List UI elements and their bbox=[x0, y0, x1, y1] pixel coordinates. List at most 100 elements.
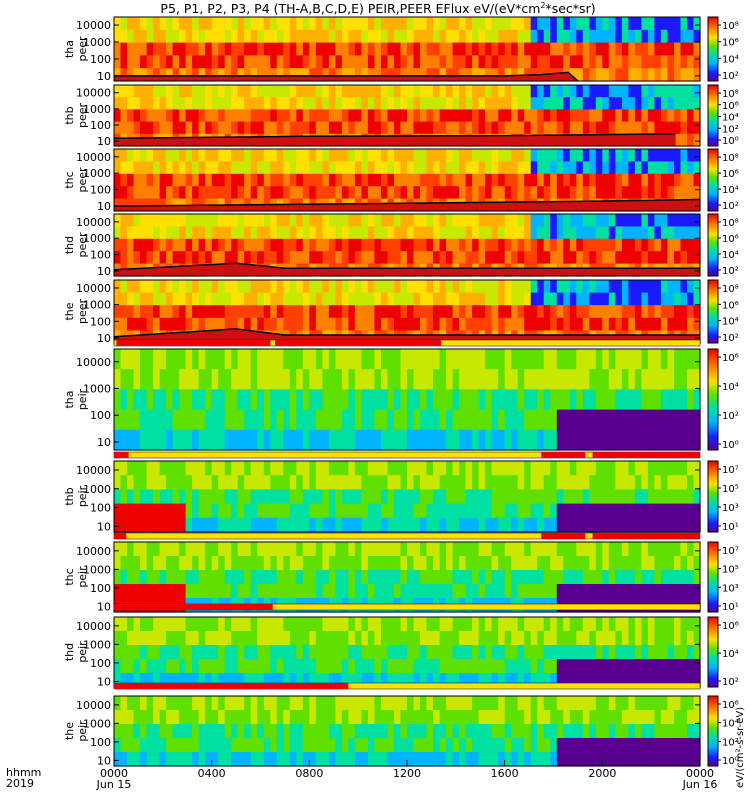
spectrogram-cell bbox=[452, 752, 460, 767]
spectrogram-cell bbox=[537, 305, 545, 319]
spectrogram-cell bbox=[524, 349, 532, 370]
spectrogram-cell bbox=[185, 517, 193, 533]
spectrogram-cell bbox=[270, 214, 278, 227]
spectrogram-cell bbox=[244, 617, 252, 632]
spectrogram-cell bbox=[582, 121, 590, 135]
spectrogram-cell bbox=[289, 570, 297, 585]
spectrogram-cell bbox=[146, 186, 154, 200]
spectrogram-cell bbox=[387, 631, 395, 646]
spectrogram-cell bbox=[328, 109, 336, 123]
spectrogram-cell bbox=[185, 55, 193, 69]
spectrogram-cell bbox=[589, 556, 597, 571]
spectrogram-cell bbox=[348, 631, 356, 646]
spectrogram-cell bbox=[322, 409, 330, 431]
spectrogram-cell bbox=[166, 161, 174, 175]
spectrogram-cell bbox=[595, 17, 603, 31]
spectrogram-cell bbox=[647, 42, 655, 56]
spectrogram-cell bbox=[472, 85, 480, 98]
spectrogram-cell bbox=[517, 85, 525, 98]
spectrogram-cell bbox=[680, 173, 688, 187]
spectrogram-cell bbox=[263, 109, 271, 123]
spectrogram-cell bbox=[263, 55, 271, 69]
spectrogram-cell bbox=[589, 659, 597, 674]
spectrogram-cell bbox=[556, 173, 564, 187]
spectrogram-cell bbox=[459, 710, 467, 725]
spectrogram-cell bbox=[485, 121, 493, 135]
spectrogram-cell bbox=[205, 109, 213, 123]
spectrogram-cell bbox=[276, 121, 284, 135]
spectrogram-cell bbox=[309, 673, 317, 688]
spectrogram-cell bbox=[608, 389, 616, 411]
spectrogram-cell bbox=[654, 696, 662, 711]
colorbar-tick-label: 10² bbox=[722, 677, 739, 688]
spectrogram-cell bbox=[179, 68, 187, 82]
spectrogram-cell bbox=[315, 503, 323, 519]
spectrogram-cell bbox=[289, 517, 297, 533]
spectrogram-cell bbox=[179, 738, 187, 753]
spectrogram-cell bbox=[120, 738, 128, 753]
spectrogram-cell bbox=[211, 85, 219, 98]
spectrogram-cell bbox=[400, 68, 408, 82]
spectrogram-cell bbox=[407, 280, 415, 294]
spectrogram-cell bbox=[504, 42, 512, 56]
spectrogram-cell bbox=[335, 121, 343, 135]
spectrogram-cell bbox=[289, 489, 297, 505]
spectrogram-cell bbox=[465, 475, 473, 490]
spectrogram-cell bbox=[244, 42, 252, 56]
spectrogram-cell bbox=[367, 461, 375, 476]
spectrogram-cell bbox=[511, 570, 519, 585]
spectrogram-cell bbox=[569, 161, 577, 175]
spectrogram-cell bbox=[205, 186, 213, 200]
spectrogram-cell bbox=[302, 631, 310, 646]
spectrogram-cell bbox=[595, 556, 603, 571]
spectrogram-cell bbox=[257, 710, 265, 725]
spectrogram-cell bbox=[172, 659, 180, 674]
spectrogram-cell bbox=[602, 631, 610, 646]
spectrogram-cell bbox=[114, 68, 122, 82]
panel-instrument-label: peir bbox=[76, 388, 89, 410]
spectrogram-cell bbox=[283, 109, 291, 123]
spectrogram-cell bbox=[459, 389, 467, 411]
spectrogram-cell bbox=[660, 238, 668, 252]
spectrogram-cell bbox=[166, 186, 174, 200]
spectrogram-cell bbox=[192, 409, 200, 431]
spectrogram-cell bbox=[166, 68, 174, 82]
spectrogram-cell bbox=[381, 305, 389, 319]
spectrogram-cell bbox=[569, 349, 577, 370]
spectrogram-cell bbox=[120, 121, 128, 135]
spectrogram-cell bbox=[354, 317, 362, 331]
spectrogram-cell bbox=[140, 617, 148, 632]
spectrogram-cell bbox=[276, 724, 284, 739]
spectrogram-cell bbox=[530, 186, 538, 200]
spectrogram-cell bbox=[563, 631, 571, 646]
spectrogram-cell bbox=[439, 68, 447, 82]
spectrogram-cell bbox=[680, 17, 688, 31]
spectrogram-cell bbox=[550, 292, 558, 306]
spectrogram-cell bbox=[159, 109, 167, 123]
spectrogram-cell bbox=[621, 55, 629, 69]
spectrogram-cell bbox=[556, 631, 564, 646]
spectrogram-cell bbox=[407, 409, 415, 431]
spectrogram-cell bbox=[153, 251, 161, 265]
spectrogram-cell bbox=[367, 645, 375, 660]
spectrogram-cell bbox=[641, 161, 649, 175]
spectrogram-cell bbox=[530, 389, 538, 411]
spectrogram-cell bbox=[185, 489, 193, 505]
spectrogram-cell bbox=[589, 617, 597, 632]
spectrogram-cell bbox=[400, 85, 408, 98]
spectrogram-cell bbox=[654, 489, 662, 505]
spectrogram-cell bbox=[667, 752, 675, 767]
spectrogram-cell bbox=[394, 173, 402, 187]
spectrogram-cell bbox=[211, 724, 219, 739]
spectrogram-cell bbox=[381, 317, 389, 331]
spectrogram-cell bbox=[504, 68, 512, 82]
colorbar-tick-label: 10⁸ bbox=[722, 89, 739, 100]
spectrogram-cell bbox=[647, 292, 655, 306]
spectrogram-cell bbox=[687, 42, 695, 56]
spectrogram-cell bbox=[367, 85, 375, 98]
spectrogram-cell bbox=[420, 305, 428, 319]
spectrogram-cell bbox=[244, 475, 252, 490]
spectrogram-cell bbox=[511, 214, 519, 227]
spectrogram-cell bbox=[224, 696, 232, 711]
spectrogram-cell bbox=[257, 724, 265, 739]
